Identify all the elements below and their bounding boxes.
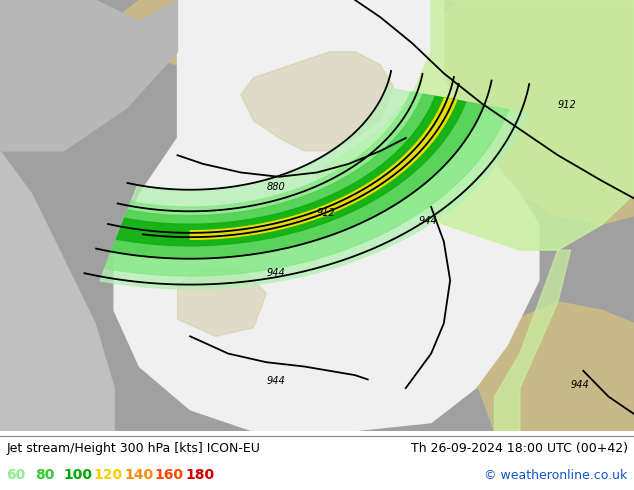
Polygon shape [317, 0, 634, 250]
Text: 120: 120 [94, 468, 123, 482]
Text: 944: 944 [418, 216, 437, 226]
Polygon shape [178, 268, 266, 336]
Text: 60: 60 [6, 468, 25, 482]
Polygon shape [117, 97, 466, 246]
Text: 160: 160 [155, 468, 184, 482]
Text: 880: 880 [266, 182, 285, 192]
Polygon shape [241, 52, 393, 151]
Polygon shape [100, 87, 527, 289]
Text: 912: 912 [558, 100, 577, 110]
Text: 180: 180 [185, 468, 214, 482]
Polygon shape [190, 98, 456, 239]
Text: 80: 80 [35, 468, 55, 482]
Polygon shape [178, 0, 444, 77]
Polygon shape [105, 92, 508, 276]
Text: 944: 944 [266, 268, 285, 278]
Polygon shape [95, 0, 266, 65]
Polygon shape [114, 0, 539, 431]
Text: Th 26-09-2024 18:00 UTC (00+42): Th 26-09-2024 18:00 UTC (00+42) [411, 442, 628, 455]
Polygon shape [476, 302, 634, 431]
Text: Jet stream/Height 300 hPa [kts] ICON-EU: Jet stream/Height 300 hPa [kts] ICON-EU [6, 442, 260, 455]
Polygon shape [0, 151, 114, 431]
Polygon shape [495, 250, 571, 431]
Text: 140: 140 [124, 468, 153, 482]
Text: 100: 100 [63, 468, 93, 482]
Polygon shape [112, 94, 484, 259]
Text: © weatheronline.co.uk: © weatheronline.co.uk [484, 469, 628, 482]
Polygon shape [431, 0, 634, 224]
Text: 944: 944 [266, 376, 285, 386]
Text: 912: 912 [317, 208, 336, 218]
Polygon shape [0, 0, 114, 108]
Text: 944: 944 [571, 380, 590, 390]
Polygon shape [0, 0, 178, 151]
